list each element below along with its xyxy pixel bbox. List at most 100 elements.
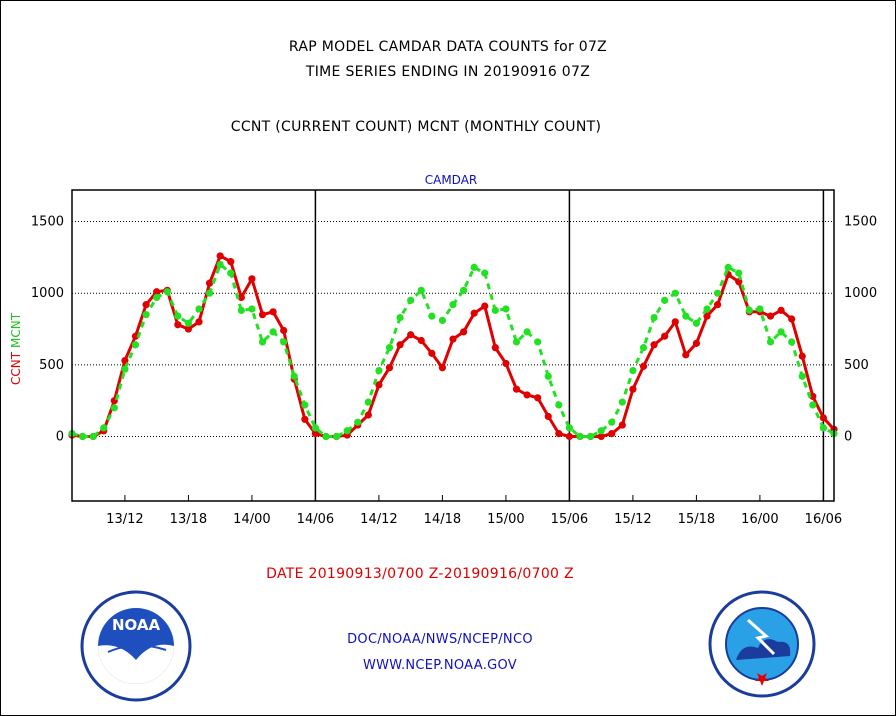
data-point-ccnt — [396, 341, 404, 349]
x-tick-label: 15/06 — [551, 512, 588, 527]
data-point-mcnt — [629, 366, 637, 375]
data-point-ccnt — [438, 364, 447, 372]
data-point-ccnt — [153, 288, 161, 296]
data-point-mcnt — [502, 305, 510, 313]
data-point-mcnt — [735, 269, 743, 277]
x-tick-label: 15/12 — [614, 512, 651, 527]
series-mcnt — [68, 260, 838, 441]
noaa-seal-icon: NOAA — [80, 590, 192, 702]
data-point-ccnt — [216, 252, 224, 260]
data-point-ccnt — [385, 364, 394, 372]
data-point-ccnt — [491, 344, 499, 352]
series-line-ccnt — [71, 253, 836, 438]
data-point-ccnt — [449, 335, 457, 343]
data-point-ccnt — [713, 301, 722, 309]
data-point-mcnt — [269, 328, 277, 336]
data-point-ccnt — [661, 332, 669, 340]
data-point-mcnt — [703, 305, 711, 313]
data-point-ccnt — [142, 301, 150, 309]
data-point-ccnt — [237, 293, 245, 302]
data-point-mcnt — [184, 319, 193, 327]
data-point-mcnt — [332, 432, 341, 441]
data-point-mcnt — [354, 418, 362, 426]
y-tick-label-left: 500 — [39, 358, 64, 373]
data-point-mcnt — [788, 338, 796, 346]
data-point-mcnt — [195, 305, 203, 313]
data-point-ccnt — [502, 359, 510, 368]
data-point-mcnt — [491, 306, 499, 314]
data-point-mcnt — [216, 260, 224, 269]
x-tick-label: 15/18 — [678, 512, 715, 527]
data-point-mcnt — [343, 427, 351, 435]
data-point-mcnt — [713, 289, 722, 297]
data-point-mcnt — [650, 313, 658, 322]
data-point-mcnt — [682, 312, 690, 320]
data-point-mcnt — [523, 328, 531, 336]
y-label-mcnt: MCNT — [9, 312, 23, 348]
data-point-ccnt — [195, 318, 203, 326]
data-point-mcnt — [618, 398, 626, 406]
data-point-ccnt — [777, 306, 785, 314]
x-tick-label: 14/12 — [360, 512, 397, 527]
data-point-ccnt — [544, 412, 552, 421]
data-point-mcnt — [407, 296, 415, 304]
data-point-ccnt — [682, 351, 690, 359]
y-tick-label-left: 1500 — [31, 215, 64, 230]
data-point-mcnt — [417, 286, 425, 294]
data-point-mcnt — [78, 432, 87, 441]
nws-seal-icon — [708, 590, 816, 698]
y-tick-label-right: 1000 — [844, 286, 877, 301]
data-point-mcnt — [481, 269, 489, 277]
y-tick-label-right: 1500 — [844, 215, 877, 230]
data-point-mcnt — [798, 372, 806, 380]
data-point-ccnt — [131, 332, 140, 340]
data-point-ccnt — [534, 394, 542, 402]
data-point-ccnt — [766, 312, 775, 320]
data-point-mcnt — [237, 306, 245, 314]
y-tick-label-right: 0 — [844, 430, 852, 445]
footer-website-link[interactable]: WWW.NCEP.NOAA.GOV — [362, 658, 518, 673]
data-point-mcnt — [565, 424, 574, 432]
x-tick-label: 15/00 — [487, 512, 524, 527]
x-tick-label: 13/18 — [170, 512, 207, 527]
data-point-ccnt — [819, 414, 828, 422]
data-point-mcnt — [163, 288, 171, 296]
data-point-ccnt — [174, 321, 182, 329]
data-point-mcnt — [671, 289, 679, 297]
data-point-ccnt — [608, 430, 616, 438]
y-tick-label-left: 0 — [56, 430, 64, 445]
data-point-mcnt — [819, 424, 828, 432]
data-point-mcnt — [227, 269, 235, 277]
data-point-mcnt — [301, 401, 309, 409]
x-tick-label: 16/00 — [741, 512, 778, 527]
data-point-ccnt — [417, 336, 425, 345]
data-point-ccnt — [512, 385, 521, 393]
data-point-mcnt — [777, 328, 785, 336]
data-point-ccnt — [565, 432, 574, 441]
data-point-ccnt — [184, 325, 193, 333]
data-point-mcnt — [110, 404, 118, 412]
data-point-mcnt — [459, 286, 468, 294]
date-range: DATE 20190913/0700 Z-20190916/0700 Z — [266, 566, 574, 582]
footer-org-path: DOC/NOAA/NWS/NCEP/NCO — [347, 632, 533, 647]
data-point-ccnt — [671, 318, 679, 326]
data-point-mcnt — [544, 372, 552, 380]
data-point-mcnt — [534, 338, 542, 346]
plot-frame — [71, 189, 835, 502]
data-point-ccnt — [639, 362, 648, 370]
data-point-mcnt — [100, 424, 108, 432]
x-tick-label: 13/12 — [106, 512, 143, 527]
data-point-ccnt — [481, 302, 489, 310]
data-point-mcnt — [89, 432, 97, 441]
data-point-ccnt — [459, 328, 468, 336]
chart-title-line2: TIME SERIES ENDING IN 20190916 07Z — [305, 64, 591, 80]
data-point-mcnt — [131, 341, 140, 349]
chart-subtitle: CCNT (CURRENT COUNT) MCNT (MONTHLY COUNT… — [230, 119, 602, 135]
chart-title-line1: RAP MODEL CAMDAR DATA COUNTS for 07Z — [288, 39, 608, 55]
y-tick-label-right: 500 — [844, 358, 869, 373]
data-point-mcnt — [608, 418, 616, 426]
data-point-ccnt — [428, 349, 436, 357]
data-point-mcnt — [396, 313, 404, 322]
data-point-ccnt — [809, 392, 817, 400]
